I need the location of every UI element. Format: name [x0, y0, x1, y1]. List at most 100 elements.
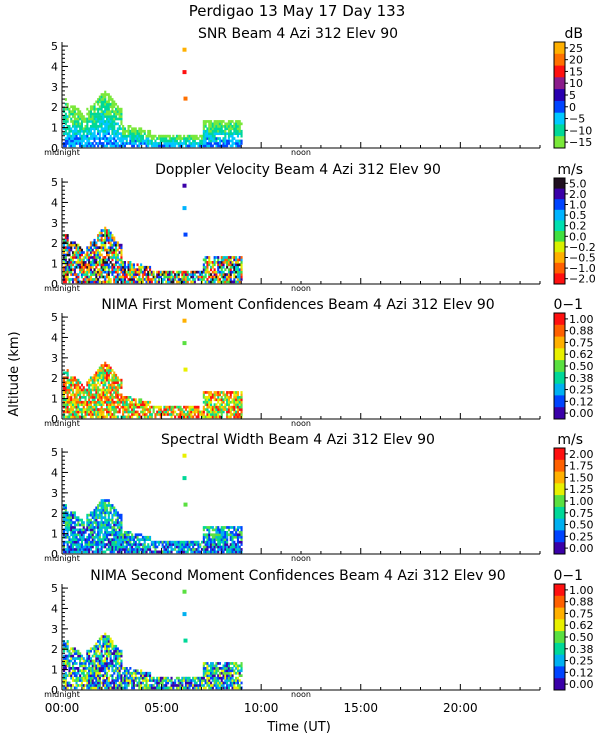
heatmap-cell — [82, 686, 85, 690]
heatmap-cell — [68, 258, 71, 262]
heatmap-cell — [206, 134, 209, 138]
heatmap-cell — [236, 681, 239, 685]
heatmap-cell — [199, 684, 202, 687]
heatmap-cell — [63, 280, 66, 284]
heatmap-cell — [165, 676, 168, 680]
heatmap-cell — [68, 681, 71, 685]
heatmap-cell — [120, 122, 123, 126]
heatmap-cell — [210, 550, 213, 554]
heatmap-cell — [116, 531, 119, 534]
heatmap-cell — [227, 125, 230, 128]
heatmap-cell — [80, 117, 83, 121]
heatmap-cell — [88, 674, 91, 677]
heatmap-cell — [100, 381, 103, 384]
heatmap-cell — [238, 280, 241, 284]
heatmap-cell — [143, 543, 146, 546]
heatmap-cell — [75, 142, 78, 145]
heatmap-cell — [152, 273, 155, 276]
heatmap-cell — [154, 415, 157, 419]
heatmap-cell — [98, 657, 101, 660]
heatmap-cell — [116, 526, 119, 529]
heatmap-cell — [125, 548, 128, 551]
heatmap-cell — [226, 545, 229, 549]
heatmap-cell — [72, 258, 75, 262]
heatmap-cell — [222, 410, 225, 414]
heatmap-cell — [106, 144, 109, 148]
heatmap-cell — [63, 273, 66, 276]
heatmap-cell — [70, 647, 73, 651]
heatmap-cell — [111, 122, 114, 126]
heatmap-cell — [233, 127, 236, 131]
heatmap-cell — [80, 273, 83, 276]
heatmap-cell — [195, 408, 198, 411]
heatmap-cell — [220, 533, 223, 537]
heatmap-cell — [134, 669, 137, 673]
heatmap-cell — [152, 142, 155, 145]
heatmap-cell — [104, 226, 107, 230]
heatmap-cell — [136, 684, 139, 687]
heatmap-cell — [208, 270, 211, 274]
heatmap-cell — [93, 396, 96, 399]
heatmap-cell — [192, 280, 195, 284]
heatmap-cell — [68, 268, 71, 271]
heatmap-cell — [224, 137, 227, 140]
heatmap-cell — [77, 129, 80, 133]
heatmap-cell — [86, 513, 89, 517]
heatmap-cell — [88, 263, 91, 267]
heatmap-cell — [213, 674, 216, 677]
heatmap-cell — [116, 400, 119, 404]
heatmap-cell — [97, 110, 100, 113]
heatmap-cell — [202, 120, 205, 123]
heatmap-cell — [80, 408, 83, 411]
heatmap-cell — [218, 265, 221, 269]
heatmap-cell — [104, 649, 107, 653]
heatmap-cell — [211, 134, 214, 138]
colorbar-label: 1.0 — [569, 199, 587, 212]
heatmap-cell — [102, 545, 105, 549]
heatmap-cell — [183, 548, 186, 551]
heatmap-cell — [88, 657, 91, 660]
heatmap-cell — [190, 270, 193, 274]
heatmap-cell — [89, 280, 92, 284]
heatmap-cell — [125, 275, 128, 279]
heatmap-cell — [204, 391, 207, 394]
heatmap-cell — [98, 659, 101, 663]
heatmap-cell — [217, 142, 220, 145]
y-tick-label: 1 — [51, 258, 58, 271]
heatmap-cell — [229, 256, 232, 259]
heatmap-cell — [161, 679, 164, 682]
heatmap-cell — [80, 120, 83, 123]
heatmap-cell — [118, 393, 121, 397]
heatmap-cell — [95, 644, 98, 648]
heatmap-cell — [154, 139, 157, 143]
heatmap-cell — [88, 518, 91, 522]
heatmap-cell — [116, 112, 119, 116]
heatmap-cell — [75, 125, 78, 128]
heatmap-cell — [192, 408, 195, 411]
heatmap-cell — [231, 413, 234, 416]
heatmap-cell — [132, 538, 135, 541]
colorbar: 5.02.01.00.50.20.0−0.2−0.5−1.0−2.0 — [553, 177, 596, 286]
heatmap-cell — [116, 548, 119, 551]
heatmap-cell — [93, 122, 96, 126]
heatmap-cell — [217, 393, 220, 397]
heatmap-cell — [170, 548, 173, 551]
heatmap-cell — [64, 408, 67, 411]
heatmap-cell — [107, 229, 110, 232]
heatmap-cell — [84, 538, 87, 541]
heatmap-cell — [158, 676, 161, 680]
heatmap-cell — [238, 550, 241, 554]
heatmap-cell — [100, 115, 103, 118]
colorbar-frame — [553, 177, 566, 285]
heatmap-cell — [118, 652, 121, 655]
heatmap-cell — [98, 383, 101, 387]
heatmap-cell — [116, 378, 119, 382]
heatmap-cell — [210, 538, 213, 541]
heatmap-cell — [116, 518, 119, 522]
heatmap-cell — [199, 543, 202, 546]
heatmap-cell — [132, 273, 135, 276]
heatmap-cell — [213, 664, 216, 668]
heatmap-cell — [211, 137, 214, 140]
heatmap-cell — [235, 415, 238, 419]
heatmap-cell — [199, 686, 202, 690]
